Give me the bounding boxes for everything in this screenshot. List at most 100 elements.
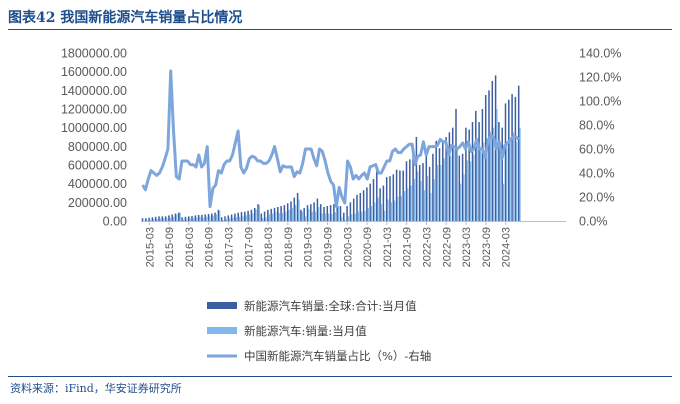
bar-ev-88 xyxy=(433,179,435,221)
y-left-tick: 800000.00 xyxy=(68,140,127,154)
bar-global-5 xyxy=(158,216,160,221)
bar-ev-111 xyxy=(509,141,511,221)
bar-global-70 xyxy=(372,179,375,221)
x-tick-label: 2023-09 xyxy=(481,227,493,267)
bar-ev-74 xyxy=(387,199,389,221)
bar-global-14 xyxy=(187,216,190,221)
bar-global-2 xyxy=(148,217,150,221)
bar-global-78 xyxy=(399,170,401,221)
bar-global-101 xyxy=(475,110,477,221)
bar-global-88 xyxy=(432,153,434,221)
bar-global-8 xyxy=(168,215,170,221)
bar-ev-47 xyxy=(298,199,300,221)
bar-ev-66 xyxy=(360,211,363,221)
bar-global-26 xyxy=(227,215,230,221)
bar-global-114 xyxy=(517,85,520,221)
bar-ev-106 xyxy=(492,127,495,221)
x-tick-label: 2023-03 xyxy=(461,227,473,267)
bar-ev-99 xyxy=(469,161,472,221)
bar-ev-7 xyxy=(166,218,168,221)
bar-global-31 xyxy=(244,211,246,221)
bar-ev-102 xyxy=(479,148,482,221)
series-china-ev-bars xyxy=(143,109,521,221)
chart-title: 图表42 我国新能源汽车销量占比情况 xyxy=(8,10,243,26)
bar-ev-3 xyxy=(153,219,155,221)
bar-global-19 xyxy=(204,214,206,221)
bar-ev-40 xyxy=(275,211,277,221)
bar-ev-77 xyxy=(397,196,399,221)
bar-global-38 xyxy=(267,209,269,221)
legend-label-share: 中国新能源汽车销量占比（%）-右轴 xyxy=(244,349,431,363)
bar-global-25 xyxy=(224,216,226,221)
bar-ev-27 xyxy=(232,217,234,221)
bar-global-15 xyxy=(191,215,193,221)
bar-ev-28 xyxy=(235,217,237,221)
y-left-tick: 600000.00 xyxy=(68,159,127,173)
bar-ev-108 xyxy=(499,155,501,221)
bar-global-75 xyxy=(389,176,391,221)
bar-global-60 xyxy=(339,206,342,221)
bar-ev-16 xyxy=(195,217,198,221)
bar-ev-112 xyxy=(512,132,515,221)
x-tick-label: 2016-03 xyxy=(184,227,196,267)
x-tick-label: 2022-09 xyxy=(441,227,453,267)
bar-global-68 xyxy=(366,187,368,221)
bar-ev-54 xyxy=(321,213,323,221)
bar-ev-71 xyxy=(377,197,379,221)
x-tick-label: 2018-03 xyxy=(263,227,275,267)
legend-item-share: 中国新能源汽车销量占比（%）-右轴 xyxy=(207,349,431,363)
bar-global-73 xyxy=(382,185,385,221)
bar-global-81 xyxy=(409,159,411,221)
y-right-tick: 120.0% xyxy=(579,71,621,85)
bar-ev-76 xyxy=(393,200,396,221)
bar-ev-37 xyxy=(265,217,267,221)
bar-global-56 xyxy=(326,206,329,221)
bar-ev-53 xyxy=(318,207,320,221)
bar-ev-23 xyxy=(219,210,221,221)
bar-ev-95 xyxy=(456,146,458,221)
bar-global-10 xyxy=(174,213,177,221)
y-right-tick: 40.0% xyxy=(579,167,614,181)
bar-ev-8 xyxy=(169,217,171,221)
bar-ev-63 xyxy=(351,214,353,221)
bar-ev-97 xyxy=(463,174,465,221)
bar-ev-45 xyxy=(291,207,293,221)
x-tick-label: 2015-03 xyxy=(144,227,156,267)
bar-ev-5 xyxy=(159,218,161,221)
bar-global-112 xyxy=(511,94,513,221)
bar-ev-46 xyxy=(294,205,297,221)
bar-ev-110 xyxy=(506,141,508,221)
bar-global-58 xyxy=(333,204,335,221)
legend-label-global: 新能源汽车销量:全球:合计:当月值 xyxy=(244,299,417,313)
bar-global-87 xyxy=(428,166,431,221)
bar-ev-85 xyxy=(423,190,425,221)
x-tick-label: 2021-09 xyxy=(402,227,414,267)
x-tick-label: 2024-03 xyxy=(501,227,513,267)
bar-ev-17 xyxy=(199,216,201,221)
bar-global-63 xyxy=(349,202,352,221)
y-axis-left: 1800000.00 1600000.00 1400000.00 1200000.00… xyxy=(61,47,127,229)
bar-ev-83 xyxy=(417,171,419,221)
bar-global-80 xyxy=(405,161,408,221)
bar-global-11 xyxy=(178,212,180,221)
bar-global-21 xyxy=(211,213,213,221)
bar-ev-21 xyxy=(212,215,214,221)
bar-ev-13 xyxy=(186,218,188,221)
bar-ev-14 xyxy=(189,218,191,221)
bar-ev-94 xyxy=(453,149,455,221)
bar-global-49 xyxy=(303,207,305,221)
y-right-tick: 60.0% xyxy=(579,143,614,157)
source-note: 资料来源：iFind，华安证券研究所 xyxy=(10,382,182,395)
bar-ev-91 xyxy=(443,158,445,221)
bar-ev-32 xyxy=(248,214,251,221)
bar-global-46 xyxy=(293,197,296,221)
bar-global-18 xyxy=(201,214,203,221)
x-tick-label: 2017-09 xyxy=(243,227,255,267)
bar-ev-64 xyxy=(354,213,356,221)
bar-ev-93 xyxy=(450,155,452,221)
y-left-tick: 0.00 xyxy=(103,215,127,229)
bar-ev-11 xyxy=(179,212,181,221)
bar-ev-35 xyxy=(258,205,260,221)
bar-ev-36 xyxy=(261,218,264,221)
bar-global-30 xyxy=(240,212,243,221)
